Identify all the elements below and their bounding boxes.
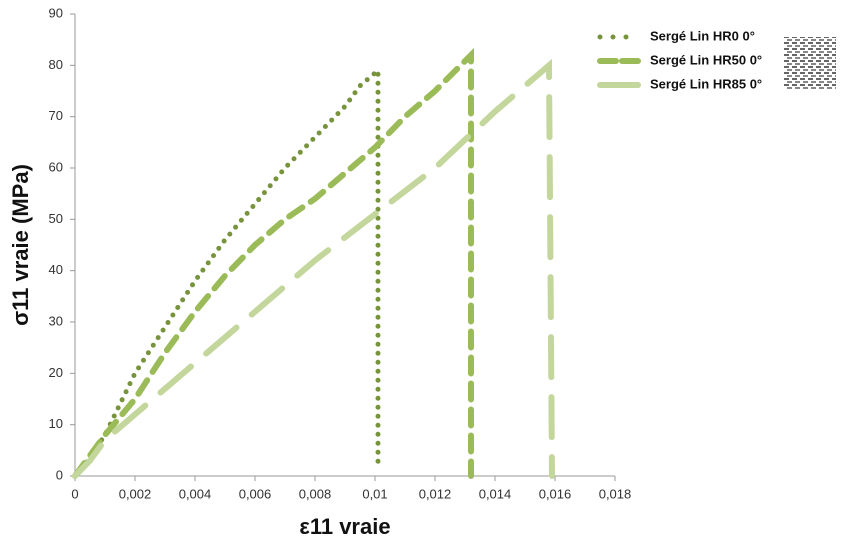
x-tick-label: 0,018 — [599, 486, 632, 501]
legend-label: Sergé Lin HR50 0° — [650, 52, 762, 67]
x-axis-title: ε11 vraie — [299, 514, 390, 539]
y-axis-title: σ11 vraie (MPa) — [8, 164, 33, 326]
legend-label: Sergé Lin HR0 0° — [650, 28, 755, 43]
y-tick-label: 60 — [49, 159, 63, 174]
x-tick-label: 0,008 — [299, 486, 332, 501]
series-line — [72, 58, 555, 479]
y-tick-label: 20 — [49, 365, 63, 380]
series-line — [72, 47, 474, 479]
y-tick-label: 80 — [49, 57, 63, 72]
x-tick-label: 0,004 — [179, 486, 212, 501]
x-tick-label: 0,002 — [119, 486, 152, 501]
x-tick-label: 0 — [71, 486, 78, 501]
x-tick-label: 0,014 — [479, 486, 512, 501]
x-tick-label: 0,01 — [362, 486, 387, 501]
x-tick-label: 0,016 — [539, 486, 572, 501]
y-tick-label: 50 — [49, 211, 63, 226]
fabric-icon — [784, 37, 836, 89]
y-tick-label: 40 — [49, 262, 63, 277]
x-tick-label: 0,006 — [239, 486, 272, 501]
x-tick-label: 0,012 — [419, 486, 452, 501]
y-tick-label: 30 — [49, 313, 63, 328]
y-tick-label: 90 — [49, 5, 63, 20]
y-tick-label: 0 — [56, 467, 63, 482]
legend-label: Sergé Lin HR85 0° — [650, 76, 762, 91]
y-tick-label: 70 — [49, 108, 63, 123]
y-tick-label: 10 — [49, 416, 63, 431]
